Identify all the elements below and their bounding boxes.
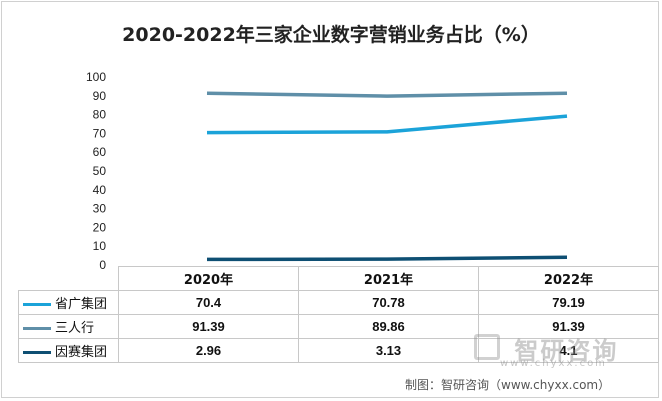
y-tick-label: 60 <box>93 145 107 159</box>
y-tick-label: 50 <box>93 164 107 178</box>
y-tick-label: 20 <box>93 220 107 234</box>
y-tick-label: 40 <box>93 183 107 197</box>
data-label: 4.1 <box>478 338 659 363</box>
category-label: 2021年 <box>298 266 479 291</box>
series-line-2 <box>206 91 568 98</box>
y-tick-label: 70 <box>93 126 107 140</box>
data-label: 70.4 <box>118 290 299 315</box>
legend-swatch <box>23 351 51 354</box>
data-label: 70.78 <box>298 290 479 315</box>
table-row: 三人行 91.39 89.86 91.39 <box>18 314 659 339</box>
legend-swatch <box>23 327 51 330</box>
data-label: 3.13 <box>298 338 479 363</box>
y-tick-label: 80 <box>93 108 107 122</box>
y-tick-label: 10 <box>93 239 107 253</box>
watermark-brand: 智研咨询 <box>473 331 618 366</box>
category-label: 2022年 <box>478 266 659 291</box>
data-label: 91.39 <box>118 314 299 339</box>
series-line-3 <box>206 255 568 262</box>
series-name: 三人行 <box>55 321 95 336</box>
data-table: 2020年 2021年 2022年 省广集团 70.4 70.78 79.19 … <box>18 266 659 363</box>
table-corner <box>18 266 119 291</box>
y-tick-label: 90 <box>93 89 107 103</box>
y-axis: 0 10 20 30 40 50 60 70 80 90 100 <box>86 70 106 270</box>
y-tick-label: 30 <box>93 202 107 216</box>
table-row: 省广集团 70.4 70.78 79.19 <box>18 290 659 315</box>
watermark-url: www.chyxx.com <box>500 358 607 369</box>
series-lines <box>206 91 568 262</box>
legend-swatch <box>23 303 51 306</box>
series-legend-cell: 省广集团 <box>18 290 119 315</box>
series-legend-cell: 三人行 <box>18 314 119 339</box>
data-label: 89.86 <box>298 314 479 339</box>
data-label: 91.39 <box>478 314 659 339</box>
series-line-1 <box>206 114 568 135</box>
series-legend-cell: 因赛集团 <box>18 338 119 363</box>
series-name: 因赛集团 <box>55 345 108 360</box>
watermark-logo-icon <box>474 334 500 360</box>
watermark-brand-text: 智研咨询 <box>514 337 619 365</box>
table-row: 因赛集团 2.96 3.13 4.1 <box>18 338 659 363</box>
y-tick-label: 100 <box>86 70 106 84</box>
plot-area: 0 10 20 30 40 50 60 70 80 90 100 <box>86 70 568 270</box>
data-label: 2.96 <box>118 338 299 363</box>
chart-title: 2020-2022年三家企业数字营销业务占比（%） <box>122 24 540 46</box>
series-name: 省广集团 <box>55 297 108 312</box>
source-note: 制图：智研咨询（www.chyxx.com） <box>405 378 611 392</box>
y-tick-label: 0 <box>99 258 106 270</box>
table-header-row: 2020年 2021年 2022年 <box>18 266 659 291</box>
category-label: 2020年 <box>118 266 299 291</box>
data-label: 79.19 <box>478 290 659 315</box>
